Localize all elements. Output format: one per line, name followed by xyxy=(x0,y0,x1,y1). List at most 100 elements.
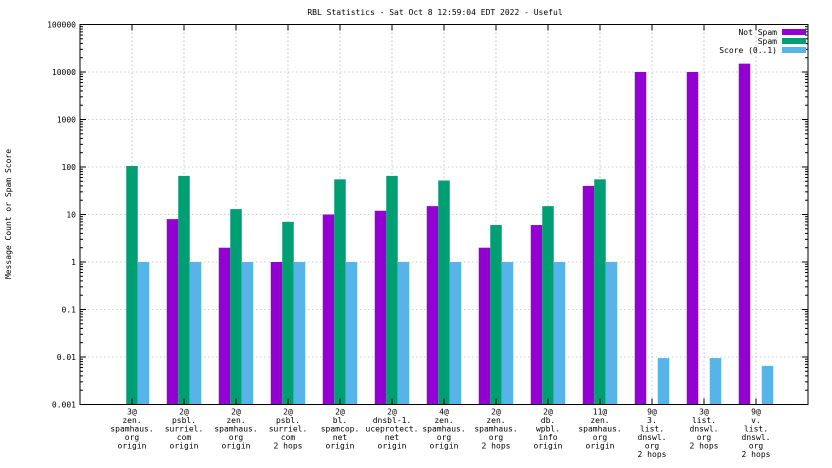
x-category-label: origin xyxy=(170,442,199,451)
x-category-label: info xyxy=(538,433,557,442)
bar-spam xyxy=(594,179,606,405)
ticks-layer xyxy=(80,24,808,405)
x-category-label: 2@ xyxy=(543,408,553,417)
bar-score-0-1 xyxy=(397,262,410,405)
x-category-label: com xyxy=(177,433,192,442)
bar-not-spam xyxy=(218,247,231,405)
x-category-label: zen. xyxy=(434,416,453,425)
bar-not-spam xyxy=(530,225,543,405)
bar-score-0-1 xyxy=(189,262,202,405)
bar-not-spam xyxy=(478,247,491,405)
x-category-label: v. xyxy=(751,416,761,425)
legend-label: Spam xyxy=(758,37,777,46)
x-category-label: 2 hops xyxy=(482,442,511,451)
x-category-label: origin xyxy=(430,442,459,451)
y-tick-label: 0.1 xyxy=(62,306,77,315)
legend-label: Not Spam xyxy=(738,28,777,37)
bar-spam xyxy=(282,221,294,405)
bar-spam xyxy=(542,206,554,405)
x-category-label: 11@ xyxy=(593,408,608,417)
bar-not-spam xyxy=(582,185,595,405)
x-category-label: bl. xyxy=(333,416,347,425)
y-tick-label: 100000 xyxy=(47,21,76,30)
bar-score-0-1 xyxy=(449,262,462,405)
x-category-label: db. xyxy=(541,416,555,425)
x-category-label: org xyxy=(749,442,764,451)
chart-title: RBL Statistics - Sat Oct 8 12:59:04 EDT … xyxy=(307,8,562,17)
bar-score-0-1 xyxy=(709,358,722,405)
x-category-label: origin xyxy=(586,442,615,451)
bar-spam xyxy=(334,179,346,405)
bar-spam xyxy=(438,180,450,405)
y-tick-label: 100 xyxy=(62,163,77,172)
x-category-label: spamhaus. xyxy=(214,425,257,434)
bars-layer xyxy=(126,63,774,405)
bar-score-0-1 xyxy=(553,262,566,405)
bar-score-0-1 xyxy=(345,262,358,405)
x-category-label: 2@ xyxy=(387,408,397,417)
bar-score-0-1 xyxy=(605,262,618,405)
x-category-label: uceprotect. xyxy=(366,425,419,434)
y-tick-label: 0.01 xyxy=(57,353,76,362)
x-category-label: surriel. xyxy=(165,425,204,434)
x-category-label: 2@ xyxy=(335,408,345,417)
x-category-label: spamhaus. xyxy=(578,425,621,434)
y-tick-label: 10000 xyxy=(52,68,76,77)
x-category-label: 3@ xyxy=(127,408,137,417)
x-category-label: org xyxy=(645,442,660,451)
bar-score-0-1 xyxy=(761,365,774,405)
x-category-label: dnsbl-1. xyxy=(373,416,412,425)
bar-not-spam xyxy=(270,262,283,405)
y-tick-label: 1000 xyxy=(57,116,76,125)
legend-swatch xyxy=(782,29,806,35)
legend-swatch xyxy=(782,47,806,53)
bar-not-spam xyxy=(686,72,699,405)
legend-label: Score (0..1) xyxy=(719,46,777,55)
y-tick-label: 1 xyxy=(71,258,76,267)
x-category-label: wpbl. xyxy=(536,425,560,434)
bar-score-0-1 xyxy=(293,262,306,405)
x-category-label: origin xyxy=(378,442,407,451)
x-category-label: spamhaus. xyxy=(422,425,465,434)
x-category-label: origin xyxy=(118,442,147,451)
x-category-label: org xyxy=(437,433,452,442)
x-category-label: list. xyxy=(640,425,664,434)
x-category-label: org xyxy=(125,433,140,442)
x-category-label: 2 hops xyxy=(638,450,667,459)
x-category-label: 9@ xyxy=(647,408,657,417)
x-category-label: 2 hops xyxy=(742,450,771,459)
x-category-label: spamhaus. xyxy=(110,425,153,434)
x-category-label: 2 hops xyxy=(274,442,303,451)
x-category-label: com xyxy=(281,433,296,442)
bar-not-spam xyxy=(166,219,179,405)
x-category-label: zen. xyxy=(122,416,141,425)
x-category-label: net xyxy=(333,433,348,442)
x-category-label: 4@ xyxy=(439,408,449,417)
x-category-label: net xyxy=(385,433,400,442)
y-axis-label: Message Count or Spam Score xyxy=(4,149,13,279)
x-category-label: 9@ xyxy=(751,408,761,417)
bar-spam xyxy=(386,175,398,405)
bar-not-spam xyxy=(322,214,335,405)
bar-score-0-1 xyxy=(241,262,254,405)
x-category-label: origin xyxy=(326,442,355,451)
x-category-label: origin xyxy=(222,442,251,451)
x-category-label: org xyxy=(697,433,712,442)
x-category-label: org xyxy=(229,433,244,442)
y-tick-label: 10 xyxy=(66,211,76,220)
labels-layer: 0.0010.010.11101001000100001000003@zen.s… xyxy=(47,21,771,460)
bar-score-0-1 xyxy=(501,262,514,405)
x-category-label: 2@ xyxy=(231,408,241,417)
bar-score-0-1 xyxy=(657,358,670,405)
x-category-label: list. xyxy=(744,425,768,434)
x-category-label: dnswl. xyxy=(742,433,771,442)
x-category-label: 3. xyxy=(647,416,657,425)
bar-spam xyxy=(178,175,190,405)
x-category-label: org xyxy=(489,433,504,442)
x-category-label: spamcop. xyxy=(321,425,360,434)
x-category-label: dnswl. xyxy=(690,425,719,434)
bar-not-spam xyxy=(374,210,387,405)
x-category-label: 2@ xyxy=(491,408,501,417)
bar-not-spam xyxy=(634,72,647,405)
x-category-label: dnswl. xyxy=(638,433,667,442)
